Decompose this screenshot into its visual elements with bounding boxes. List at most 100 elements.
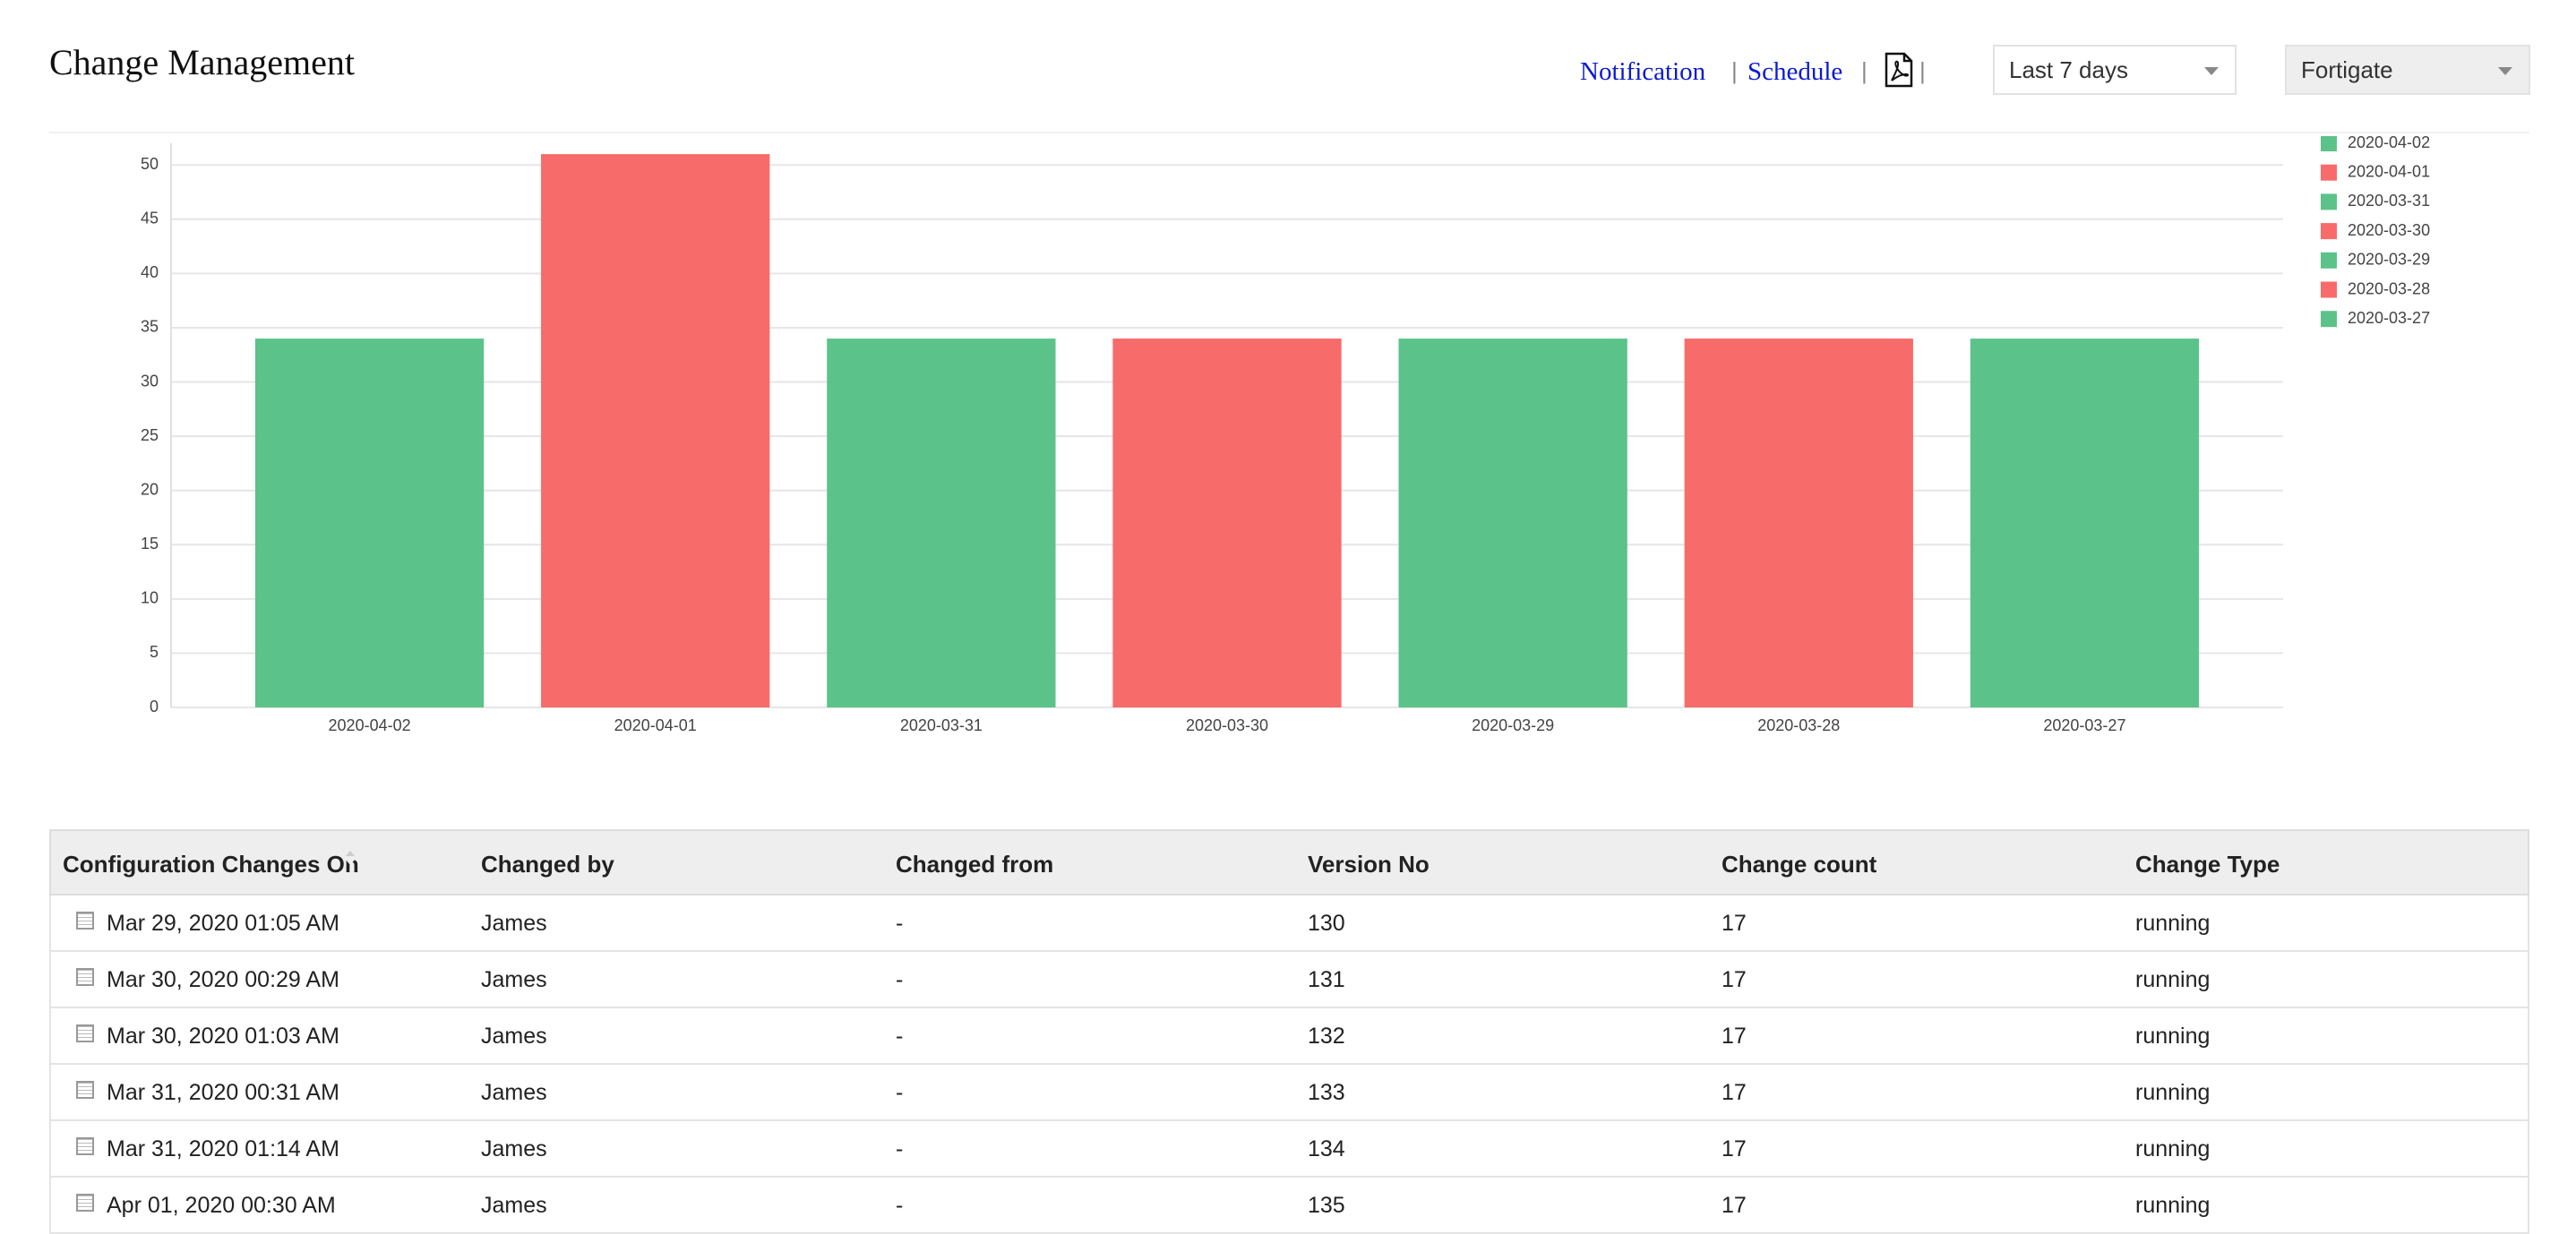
table-cell: Mar 30, 2020 00:29 AM [107,967,339,992]
bar [541,154,770,708]
x-tick-label: 2020-04-01 [614,716,697,734]
table-cell: James [481,967,547,992]
y-tick-label: 0 [150,698,159,716]
table-cell: 17 [1722,1193,1747,1218]
pdf-icon[interactable] [1883,52,1915,88]
bar [1684,338,1913,707]
schedule-link[interactable]: Schedule [1747,57,1843,86]
legend-label: 2020-04-02 [2348,136,2430,151]
table-cell: James [481,1024,547,1049]
table-cell: 17 [1722,1024,1747,1049]
table-row: Mar 31, 2020 01:14 AM James - 134 17 running [49,1121,2529,1178]
page: Change Management Notification | Schedul… [49,42,2530,1234]
table-cell: James [481,1136,547,1161]
calendar-icon [76,1194,94,1212]
table-cell: James [481,1080,547,1105]
calendar-icon [76,1137,94,1155]
table-cell: running [2135,1080,2211,1105]
calendar-icon [76,968,94,986]
table-cell: - [896,911,904,936]
column-header[interactable]: Changed by [481,851,614,878]
y-tick-label: 25 [141,426,159,444]
x-tick-label: 2020-03-29 [1472,716,1554,734]
table-row: Apr 01, 2020 00:30 AM James - 135 17 running [49,1178,2529,1234]
dropdown-label: Last 7 days [2009,56,2128,83]
separator: | [1919,57,1926,84]
table-cell: 132 [1308,1024,1345,1049]
divider [49,132,2529,133]
table-cell: 17 [1722,967,1747,992]
legend-label: 2020-03-29 [2348,251,2430,269]
column-header[interactable]: Configuration Changes On [63,851,359,878]
table-cell: - [896,1193,904,1218]
separator: | [1861,57,1868,84]
legend-swatch [2321,136,2337,151]
x-tick-label: 2020-03-30 [1186,716,1268,734]
period-dropdown[interactable]: Last 7 days [1993,45,2237,95]
table-cell: - [896,1024,904,1049]
device-dropdown[interactable]: Fortigate [2285,45,2530,95]
table-cell: running [2135,911,2211,936]
table-cell: running [2135,1193,2211,1218]
table-cell: 17 [1722,911,1747,936]
table-cell: - [896,1136,904,1161]
y-tick-label: 35 [141,318,159,336]
legend-swatch [2321,223,2337,240]
legend-label: 2020-03-30 [2348,221,2430,239]
bar [827,338,1056,707]
dropdown-label: Fortigate [2301,56,2393,83]
bar [254,338,485,707]
table-cell: - [896,967,904,992]
column-header[interactable]: Change Type [2135,851,2280,878]
legend-swatch [2321,281,2337,298]
table-cell: 133 [1308,1080,1345,1105]
table-row: Mar 30, 2020 01:03 AM James - 132 17 running [49,1008,2529,1065]
table-cell: running [2135,967,2211,992]
table-header: Configuration Changes On Changed by Change… [49,829,2529,896]
table-cell: Mar 29, 2020 01:05 AM [107,911,339,936]
x-tick-label: 2020-03-27 [2043,716,2125,734]
x-tick-label: 2020-03-28 [1757,716,1840,734]
dropdown-arrow [2498,67,2512,75]
column-header[interactable]: Changed from [896,851,1054,878]
y-tick-label: 20 [141,480,159,498]
table-cell: 17 [1722,1136,1747,1161]
y-tick-label: 50 [141,155,159,173]
table-cell: running [2135,1136,2211,1161]
dropdown-arrow [2204,67,2219,75]
legend-label: 2020-03-27 [2348,309,2430,327]
table-cell: - [896,1080,904,1105]
table-cell: Mar 31, 2020 00:31 AM [107,1080,339,1105]
x-tick-label: 2020-03-31 [900,716,983,734]
table-cell: Apr 01, 2020 00:30 AM [107,1193,336,1218]
table-cell: Mar 30, 2020 01:03 AM [107,1024,339,1049]
y-tick-label: 5 [150,643,159,661]
table-cell: James [481,1193,547,1218]
calendar-icon [76,912,94,930]
table-row: Mar 31, 2020 00:31 AM James - 133 17 running [49,1065,2529,1121]
column-header[interactable]: Version No [1308,851,1430,878]
column-header[interactable]: Change count [1722,851,1877,878]
calendar-icon [76,1024,94,1042]
table-cell: 135 [1308,1193,1345,1218]
notification-link[interactable]: Notification [1580,57,1706,86]
page-title: Change Management [49,42,355,82]
y-tick-label: 10 [141,589,159,607]
table-cell: running [2135,1024,2211,1049]
legend-label: 2020-04-01 [2348,162,2430,180]
legend-swatch [2321,311,2337,328]
legend-label: 2020-03-28 [2348,279,2430,297]
bar [1970,338,2200,707]
separator: | [1731,57,1738,84]
table-cell: Mar 31, 2020 01:14 AM [107,1136,339,1161]
chart: 0 5 10 15 20 25 30 35 40 45 50 2020-04-02 2020-04-01… [141,136,2430,734]
y-tick-label: 30 [141,372,159,390]
y-tick-label: 15 [141,535,159,553]
x-tick-label: 2020-04-02 [329,716,411,734]
table-cell: 134 [1308,1136,1345,1161]
sort-icon[interactable] [345,849,356,867]
calendar-icon [76,1081,94,1099]
table-cell: 130 [1308,911,1345,936]
table-cell: 17 [1722,1080,1747,1105]
y-tick-label: 40 [141,263,159,281]
